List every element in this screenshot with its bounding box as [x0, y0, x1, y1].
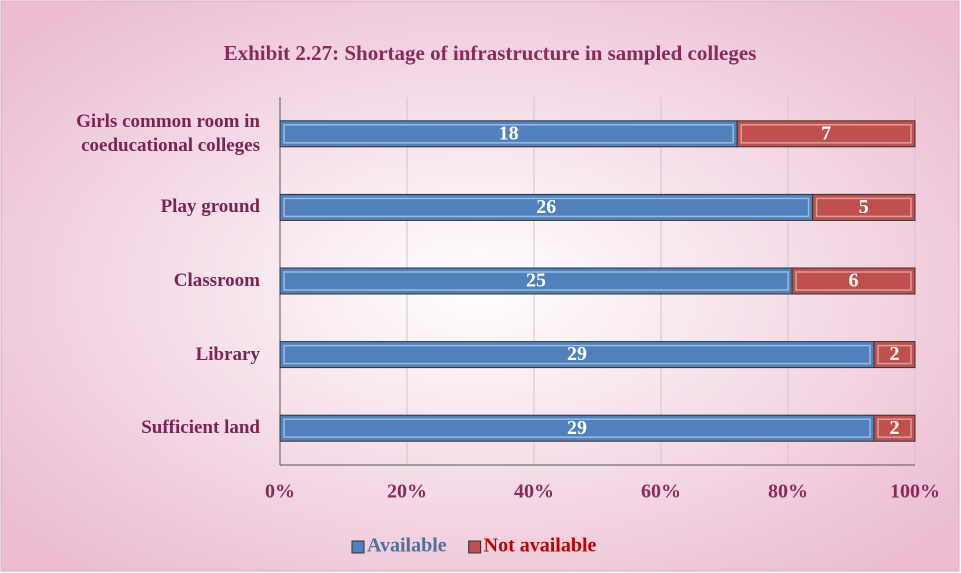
y-tick-label: Classroom	[173, 270, 260, 291]
x-tick-label: 60%	[641, 481, 681, 503]
bar-bevel	[283, 418, 871, 438]
data-label: 29	[567, 417, 587, 439]
bar-bevel	[815, 197, 912, 218]
bar-bevel	[283, 271, 789, 291]
bar-bevel	[795, 271, 912, 291]
data-label: 25	[526, 270, 546, 292]
legend-marker	[468, 540, 482, 554]
data-label: 7	[821, 122, 831, 144]
y-tick-label: Girls common room in coeducational colle…	[76, 110, 260, 156]
x-tick-label: 100%	[890, 481, 940, 503]
data-label: 2	[890, 343, 900, 365]
data-label: 5	[859, 196, 869, 218]
y-tick-label: Play ground	[160, 196, 260, 218]
y-tick-label: Library	[195, 343, 260, 365]
bar-segment	[791, 267, 916, 295]
bar-bevel	[283, 197, 810, 218]
data-label: 6	[849, 270, 859, 292]
x-tick-label: 20%	[387, 481, 427, 503]
bar-bevel	[877, 344, 912, 365]
legend-label: Not available	[484, 535, 597, 557]
data-label: 26	[536, 196, 556, 218]
x-tick-label: 80%	[768, 481, 808, 503]
bar-bevel	[283, 124, 734, 144]
bar-bevel	[877, 418, 912, 438]
bar-segment	[279, 414, 875, 442]
x-tick-label: 0%	[265, 481, 295, 503]
chart-title: Exhibit 2.27: Shortage of infrastructure…	[224, 41, 757, 65]
bar-segment	[736, 120, 916, 148]
data-label: 29	[567, 343, 587, 365]
legend-marker	[351, 540, 365, 554]
bar-segment	[279, 193, 814, 221]
bar-segment	[279, 267, 793, 295]
bar-segment	[873, 414, 916, 442]
data-label: 2	[890, 417, 900, 439]
bar-bevel	[740, 124, 912, 144]
bar-segment	[873, 341, 916, 369]
x-tick-label: 40%	[514, 481, 554, 503]
legend-label: Available	[367, 535, 447, 557]
y-tick-label: Sufficient land	[141, 417, 260, 439]
data-label: 18	[499, 122, 519, 144]
bar-segment	[812, 193, 916, 221]
bar-bevel	[283, 344, 871, 365]
